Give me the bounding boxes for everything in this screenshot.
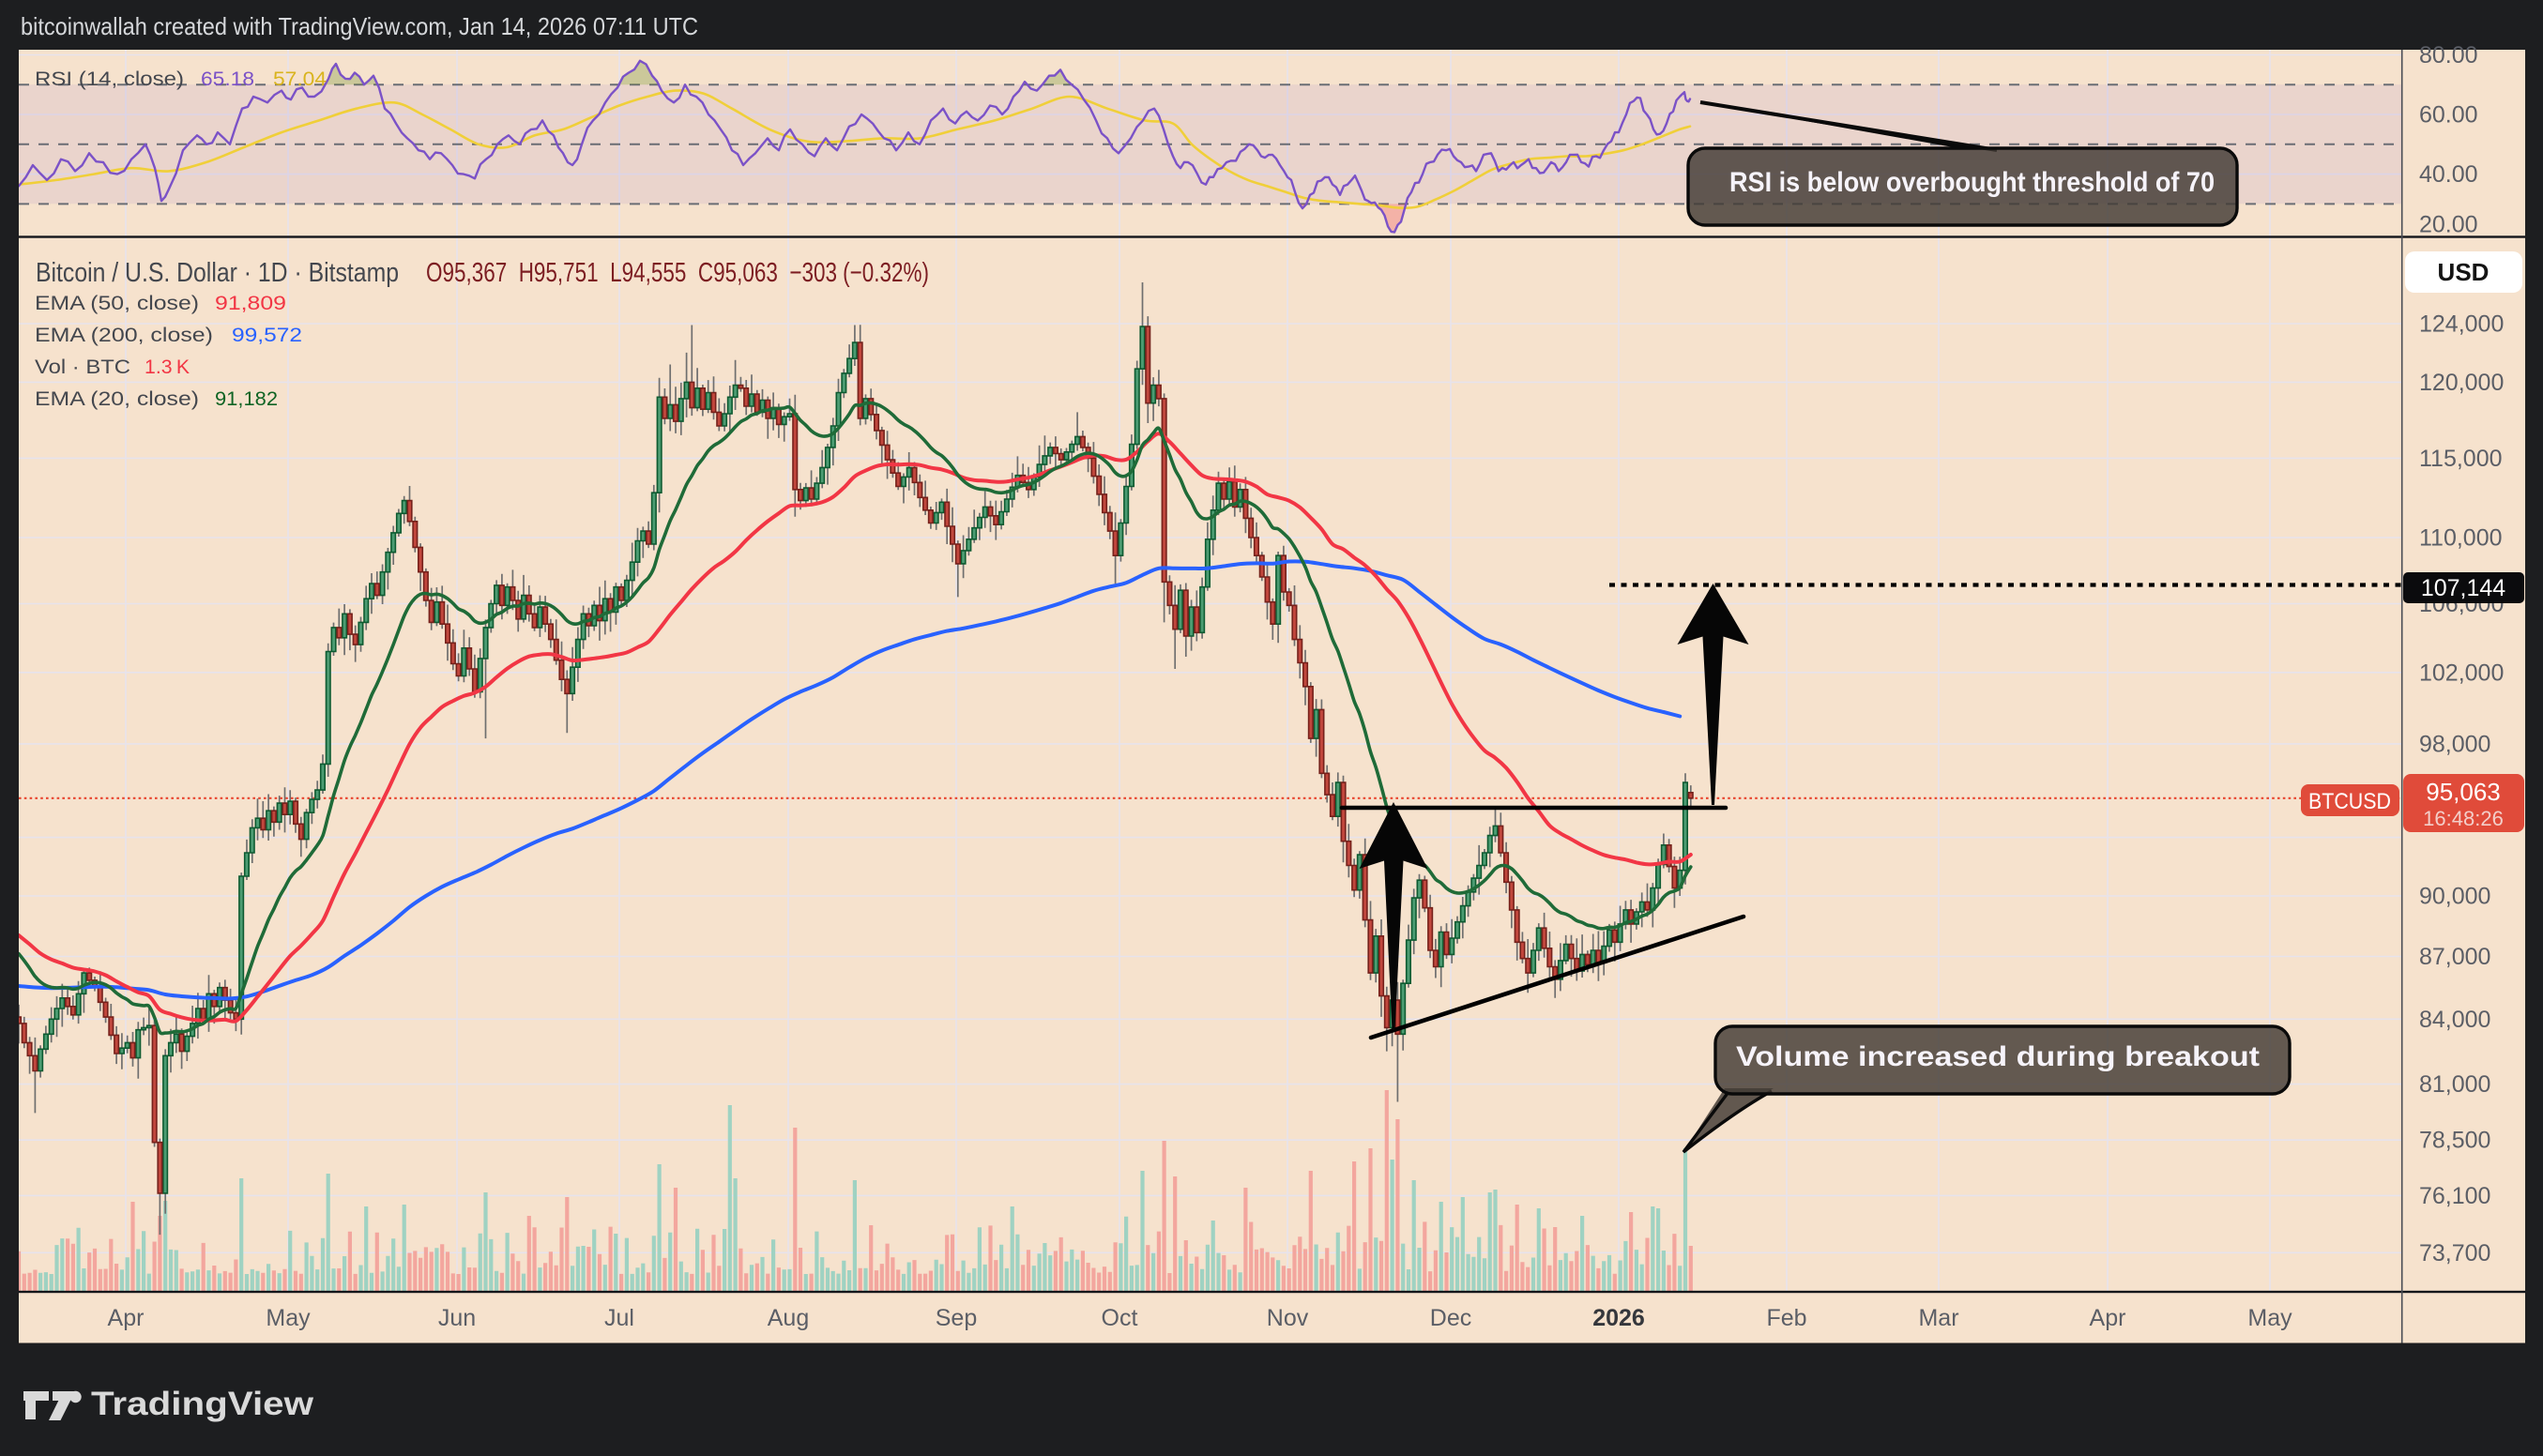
- svg-text:20.00: 20.00: [2419, 212, 2478, 238]
- svg-text:Vol · BTC: Vol · BTC: [35, 356, 130, 378]
- svg-text:EMA (50, close): EMA (50, close): [35, 293, 199, 314]
- svg-text:84,000: 84,000: [2419, 1007, 2490, 1033]
- svg-text:1.3 K: 1.3 K: [145, 356, 190, 378]
- svg-text:Sep: Sep: [936, 1305, 977, 1331]
- svg-text:bitcoinwallah created with Tra: bitcoinwallah created with TradingView.c…: [21, 12, 698, 40]
- svg-text:65.18: 65.18: [201, 68, 254, 90]
- svg-text:Jul: Jul: [604, 1305, 634, 1331]
- svg-text:60.00: 60.00: [2419, 102, 2478, 129]
- svg-text:Apr: Apr: [108, 1305, 145, 1331]
- svg-text:120,000: 120,000: [2419, 370, 2504, 396]
- svg-text:May: May: [266, 1305, 311, 1331]
- svg-text:RSI (14, close): RSI (14, close): [35, 68, 184, 90]
- svg-text:78,500: 78,500: [2419, 1128, 2490, 1154]
- svg-text:99,572: 99,572: [232, 325, 302, 346]
- svg-text:110,000: 110,000: [2419, 525, 2503, 552]
- svg-text:Dec: Dec: [1430, 1305, 1471, 1331]
- svg-text:USD: USD: [2438, 258, 2490, 286]
- svg-text:Feb: Feb: [1766, 1305, 1806, 1331]
- svg-text:2026: 2026: [1592, 1305, 1645, 1331]
- svg-text:115,000: 115,000: [2419, 446, 2503, 472]
- svg-text:Apr: Apr: [2090, 1305, 2126, 1331]
- svg-text:91,809: 91,809: [215, 293, 286, 314]
- svg-text:Nov: Nov: [1267, 1305, 1309, 1331]
- svg-text:102,000: 102,000: [2419, 660, 2504, 686]
- svg-text:BTCUSD: BTCUSD: [2308, 789, 2391, 814]
- svg-text:81,000: 81,000: [2419, 1071, 2490, 1098]
- svg-text:107,144: 107,144: [2421, 575, 2505, 601]
- svg-text:May: May: [2247, 1305, 2292, 1331]
- svg-text:O95,367 H95,751 L94,555 C95: O95,367 H95,751 L94,555 C95,063 −303 (−0…: [426, 258, 929, 288]
- svg-text:EMA (20, close): EMA (20, close): [35, 388, 199, 410]
- svg-text:Aug: Aug: [768, 1305, 809, 1331]
- svg-text:57.04: 57.04: [273, 68, 327, 90]
- svg-text:RSI is below overbought thresh: RSI is below overbought threshold of 70: [1729, 167, 2215, 198]
- svg-text:Bitcoin / U.S. Dollar · 1D · B: Bitcoin / U.S. Dollar · 1D · Bitstamp: [36, 258, 399, 288]
- svg-text:98,000: 98,000: [2419, 731, 2490, 757]
- svg-text:Oct: Oct: [1102, 1305, 1138, 1331]
- svg-text:Volume increased during breako: Volume increased during breakout: [1736, 1041, 2260, 1072]
- svg-text:80.00: 80.00: [2419, 42, 2478, 68]
- svg-text:124,000: 124,000: [2419, 311, 2504, 338]
- svg-text:Mar: Mar: [1918, 1305, 1958, 1331]
- svg-text:Jun: Jun: [438, 1305, 476, 1331]
- svg-text:73,700: 73,700: [2419, 1240, 2490, 1266]
- svg-text:95,063: 95,063: [2426, 778, 2501, 806]
- svg-text:87,000: 87,000: [2419, 944, 2490, 970]
- svg-text:16:48:26: 16:48:26: [2423, 807, 2504, 830]
- svg-text:40.00: 40.00: [2419, 161, 2478, 188]
- svg-text:91,182: 91,182: [215, 388, 278, 410]
- svg-text:TradingView: TradingView: [91, 1386, 314, 1422]
- svg-text:EMA (200, close): EMA (200, close): [35, 325, 213, 346]
- svg-text:76,100: 76,100: [2419, 1183, 2490, 1209]
- svg-text:90,000: 90,000: [2419, 884, 2490, 910]
